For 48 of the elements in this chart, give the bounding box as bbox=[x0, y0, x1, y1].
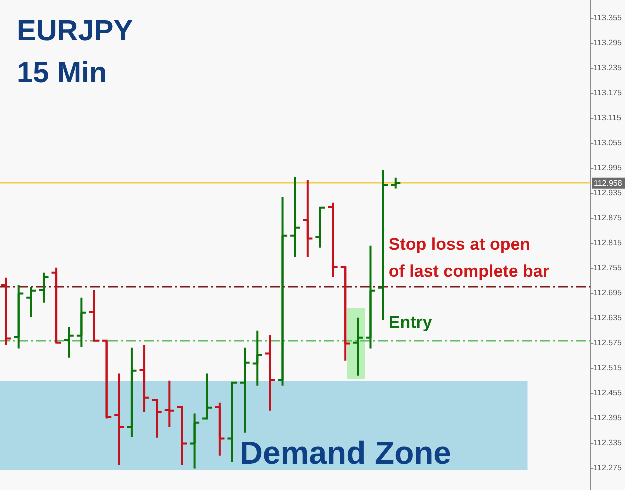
candlestick bbox=[26, 286, 38, 318]
y-tick-label: 112.335 bbox=[594, 438, 623, 448]
y-tick-label: 113.235 bbox=[594, 63, 623, 72]
y-tick-label: 112.815 bbox=[594, 238, 623, 248]
y-tick-label: 112.575 bbox=[594, 338, 623, 348]
candlestick bbox=[189, 412, 201, 470]
y-tick-label: 112.695 bbox=[594, 288, 623, 298]
candlestick bbox=[302, 179, 314, 258]
y-tick-label: 112.455 bbox=[594, 388, 623, 398]
y-tick-label: 113.175 bbox=[594, 88, 623, 98]
y-tick-label: 112.935 bbox=[594, 188, 623, 198]
candlestick bbox=[264, 334, 276, 412]
y-tick-label: 112.755 bbox=[594, 263, 623, 272]
candlestick bbox=[276, 196, 289, 387]
ref-line-label: Entry bbox=[388, 312, 433, 332]
y-tick-label: 112.275 bbox=[594, 463, 623, 472]
y-tick-label: 112.515 bbox=[594, 363, 623, 372]
candlestick bbox=[0, 276, 12, 346]
y-tick-label: 112.395 bbox=[594, 413, 623, 422]
candlestick bbox=[352, 316, 364, 377]
ref-line-label: 112.958 bbox=[594, 178, 623, 188]
y-tick-label: 113.115 bbox=[594, 113, 622, 122]
y-tick-label: 112.995 bbox=[594, 163, 623, 172]
y-tick-label: 113.295 bbox=[594, 38, 623, 48]
candlestick bbox=[38, 272, 50, 304]
y-tick-label: 113.355 bbox=[594, 13, 623, 22]
candlestick bbox=[239, 346, 251, 434]
y-tick-label: 112.635 bbox=[594, 313, 623, 322]
candlestick bbox=[252, 330, 264, 387]
candlestick bbox=[76, 296, 88, 348]
candlestick bbox=[378, 169, 390, 321]
text: EURJPY bbox=[17, 16, 134, 48]
candlestick bbox=[138, 344, 150, 414]
y-tick-label: 112.875 bbox=[594, 213, 623, 222]
band-label: Demand Zone bbox=[240, 435, 452, 471]
candlestick bbox=[114, 372, 126, 466]
ref-line-label: Stop loss at open of last complete bar bbox=[388, 234, 550, 281]
candlestick bbox=[164, 380, 176, 428]
candlestick bbox=[364, 244, 377, 350]
text: 15 Min bbox=[17, 58, 108, 90]
y-tick-label: 113.055 bbox=[594, 138, 623, 148]
candlestick bbox=[290, 176, 302, 258]
candlestick bbox=[327, 202, 339, 278]
candlestick bbox=[13, 284, 25, 350]
candlestick bbox=[390, 176, 402, 190]
candlestick bbox=[63, 326, 75, 359]
candlestick bbox=[214, 402, 226, 457]
candlestick bbox=[126, 346, 138, 438]
